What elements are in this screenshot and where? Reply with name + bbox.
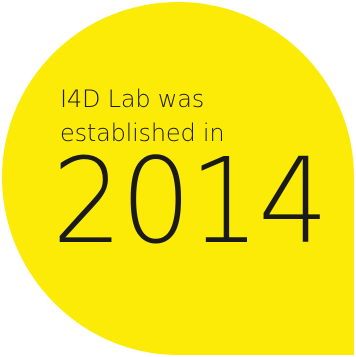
callout-line-1: I4D Lab was: [60, 85, 205, 113]
callout-line-2: established in: [60, 119, 225, 147]
callout-text: I4D Lab was established in 2014: [52, 82, 340, 262]
callout-year: 2014: [52, 132, 329, 270]
